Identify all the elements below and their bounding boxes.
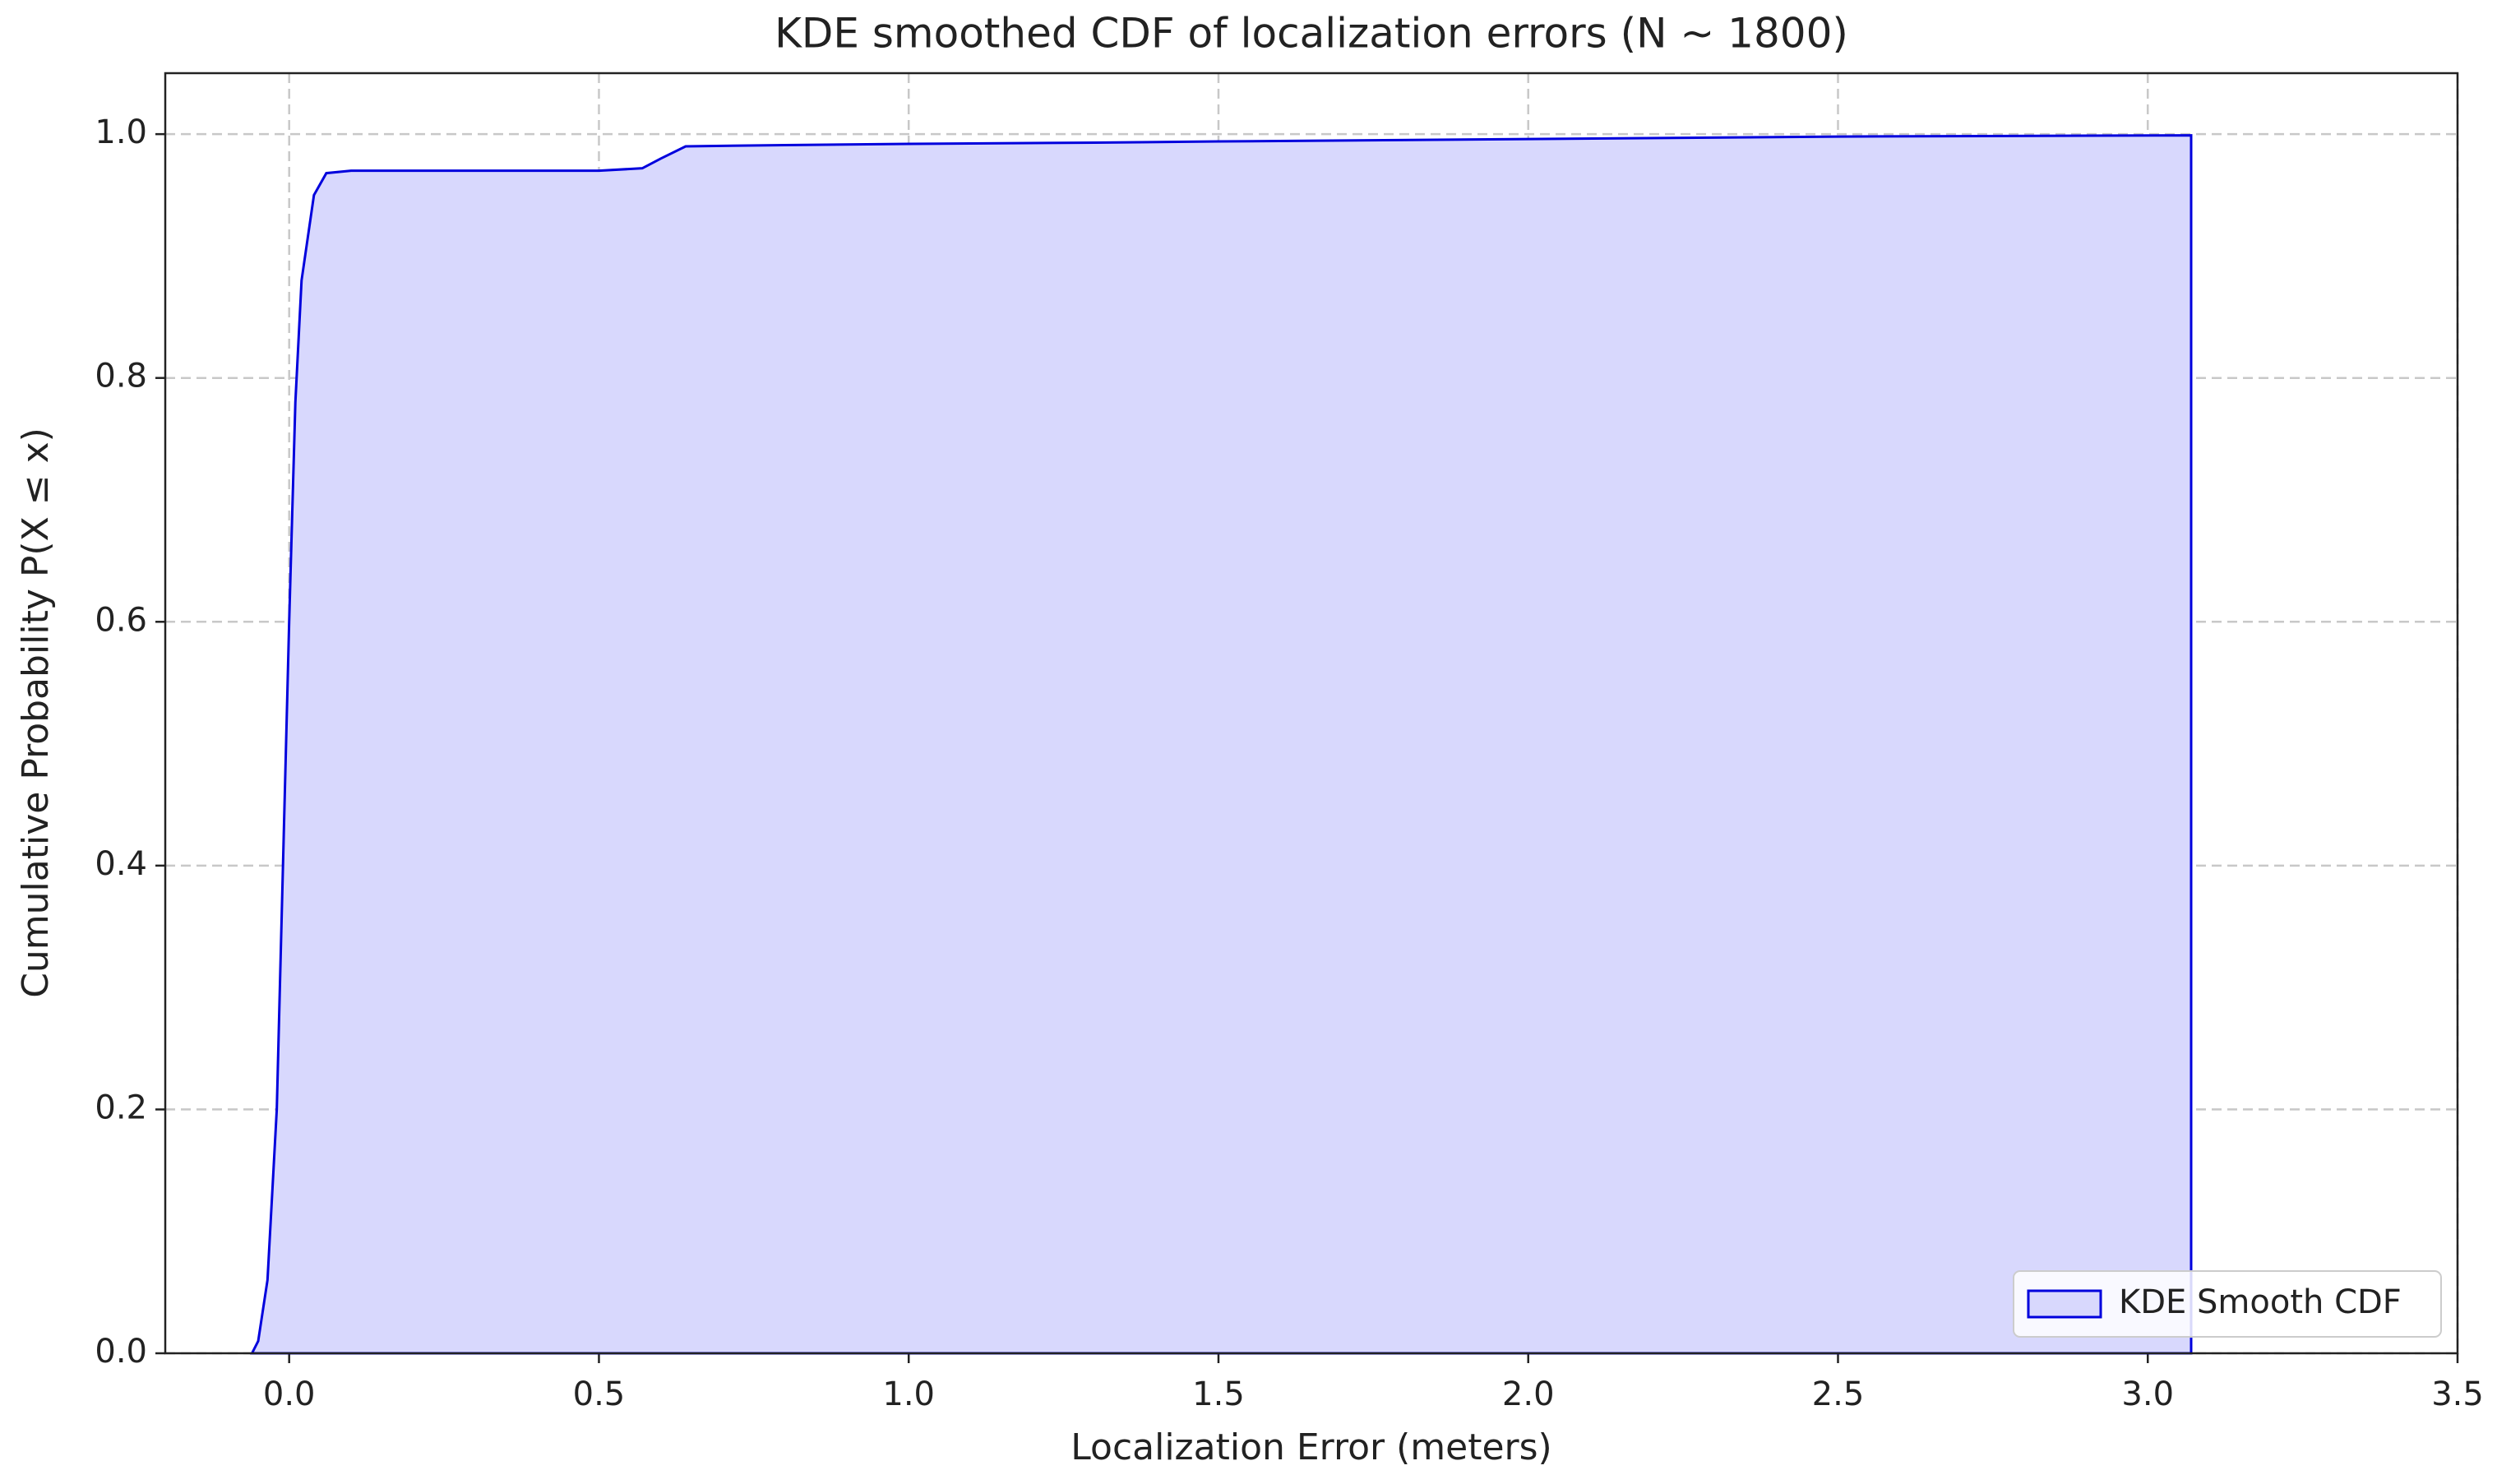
chart-title: KDE smoothed CDF of localization errors … (775, 10, 1848, 58)
legend-label: KDE Smooth CDF (2119, 1283, 2402, 1321)
y-tick-label: 1.0 (95, 113, 147, 151)
x-axis-label: Localization Error (meters) (1070, 1426, 1551, 1468)
y-tick-label: 0.8 (95, 358, 147, 395)
area (250, 134, 2193, 1355)
x-tick-label: 0.5 (573, 1375, 626, 1413)
y-tick-label: 0.4 (95, 845, 147, 883)
x-tick-label: 0.0 (263, 1375, 316, 1413)
legend: KDE Smooth CDF (2013, 1270, 2442, 1338)
x-tick-label: 1.0 (882, 1375, 935, 1413)
x-tick-label: 2.5 (1812, 1375, 1865, 1413)
y-axis-label: Cumulative Probability P(X ≤ x) (15, 428, 57, 998)
x-tick-label: 1.5 (1192, 1375, 1245, 1413)
legend-box (2013, 1270, 2442, 1338)
x-tick-label: 2.0 (1502, 1375, 1555, 1413)
y-tick-label: 0.6 (95, 601, 147, 639)
x-tick-label: 3.5 (2431, 1375, 2484, 1413)
y-tick-label: 0.2 (95, 1089, 147, 1126)
y-tick-label: 0.0 (95, 1333, 147, 1371)
legend-swatch (2027, 1289, 2102, 1319)
plot-frame (164, 72, 2459, 1355)
x-tick-label: 3.0 (2121, 1375, 2174, 1413)
